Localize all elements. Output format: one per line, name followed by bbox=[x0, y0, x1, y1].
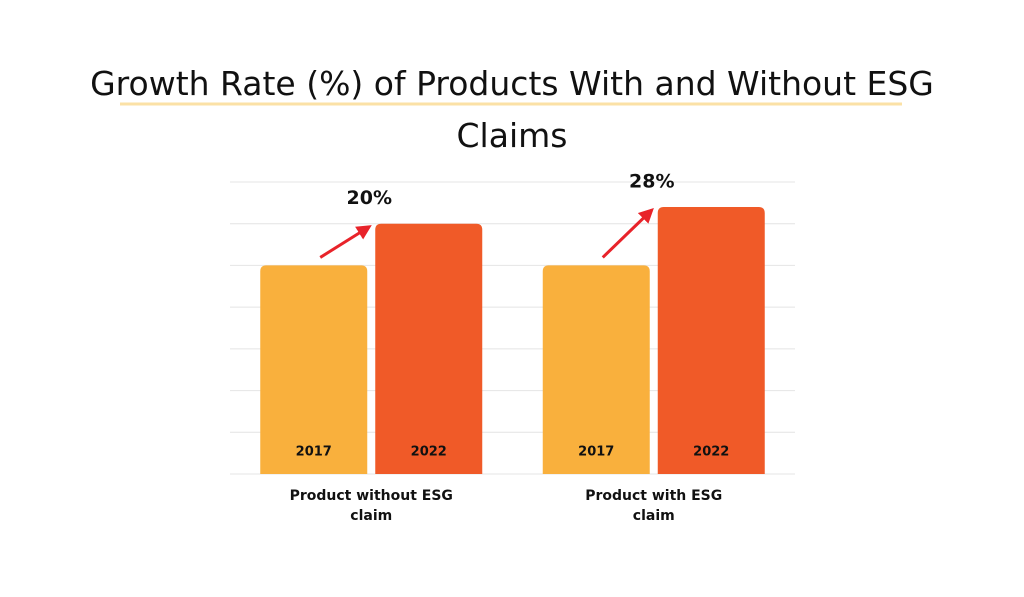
annotation: 20% bbox=[347, 187, 392, 209]
bar-series-label: 2022 bbox=[693, 445, 729, 460]
growth-arrow bbox=[319, 225, 372, 259]
x-tick-label: Product without ESG claim bbox=[289, 488, 453, 524]
chart-title: Growth Rate (%) of Products With and Wit… bbox=[90, 64, 934, 155]
annotation: 28% bbox=[629, 171, 674, 193]
bar bbox=[657, 207, 765, 474]
bar-series-label: 2022 bbox=[411, 445, 447, 460]
bar-series-label: 2017 bbox=[578, 445, 614, 460]
bar bbox=[542, 265, 650, 474]
bar-series-label: 2017 bbox=[296, 445, 332, 460]
bar bbox=[260, 265, 368, 474]
x-tick-label: Product with ESG claim bbox=[585, 488, 723, 524]
bar bbox=[375, 223, 483, 474]
growth-arrow bbox=[601, 207, 654, 259]
